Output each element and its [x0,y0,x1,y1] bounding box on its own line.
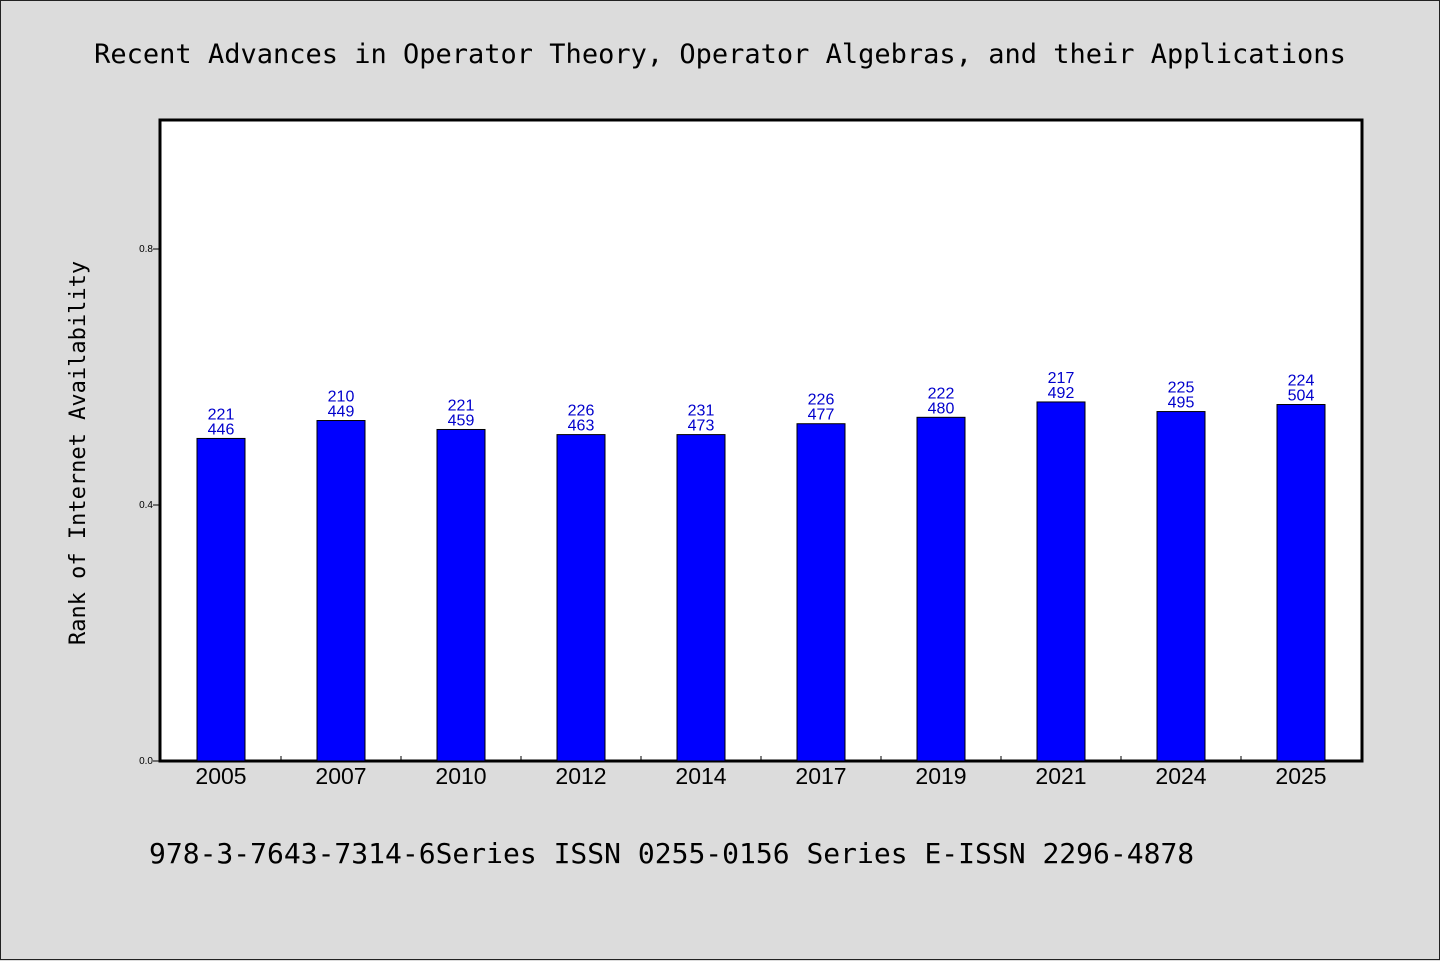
bar-label-top: 222 [928,385,955,402]
bar [556,434,606,762]
bar-label-top: 210 [328,389,355,406]
x-tick-label: 2012 [555,763,606,789]
chart-title: Recent Advances in Operator Theory, Oper… [94,39,1346,70]
x-tick-label: 2024 [1155,763,1206,789]
bar-label-top: 231 [688,403,715,420]
y-axis-ticks: 0.0 0.4 0.8 [139,244,161,767]
bar-label-top: 221 [448,397,475,414]
bar [1036,401,1086,762]
bar [316,420,366,762]
bar-label-top: 221 [208,406,235,423]
y-tick-label: 0.4 [139,500,153,511]
bar-label-top: 226 [568,403,595,420]
bar [436,428,486,762]
bar [1156,411,1206,762]
x-tick-label: 2010 [435,763,486,789]
bar-label-top: 224 [1288,373,1315,390]
bar [796,423,846,762]
bar-label-bottom: 473 [688,418,715,435]
bar-label-bottom: 480 [928,400,955,417]
bar-label-bottom: 459 [448,412,475,429]
bar [196,437,246,762]
bar-label-bottom: 504 [1288,388,1315,405]
y-tick-label: 0.8 [139,244,153,255]
x-tick-label: 2019 [915,763,966,789]
bar-label-bottom: 492 [1048,385,1075,402]
x-tick-label: 2021 [1035,763,1086,789]
bar-label-bottom: 463 [568,418,595,435]
x-tick-label: 2014 [675,763,726,789]
bar-label-top: 226 [808,392,835,409]
y-tick-label: 0.0 [139,756,153,767]
bar-label-bottom: 449 [328,404,355,421]
bar-label-bottom: 446 [208,421,235,438]
x-axis-ticks: 2005 2007 2010 2012 2014 2017 2019 2021 2024 2025 [195,756,1327,789]
x-tick-label: 2005 [195,763,246,789]
y-axis-label: Rank of Internet Availability [66,261,91,645]
bar-label-bottom: 495 [1168,395,1195,412]
x-tick-label: 2007 [315,763,366,789]
bar-label-top: 217 [1048,370,1075,387]
bar [1276,404,1326,762]
x-tick-label: 2017 [795,763,846,789]
bar-label-top: 225 [1168,380,1195,397]
bar-series [196,401,1326,762]
x-tick-label: 2025 [1275,763,1326,789]
bar-label-bottom: 477 [808,407,835,424]
bar [916,416,966,762]
bar [676,434,726,762]
footer-text: 978-3-7643-7314-6Series ISSN 0255-0156 S… [149,837,1194,870]
